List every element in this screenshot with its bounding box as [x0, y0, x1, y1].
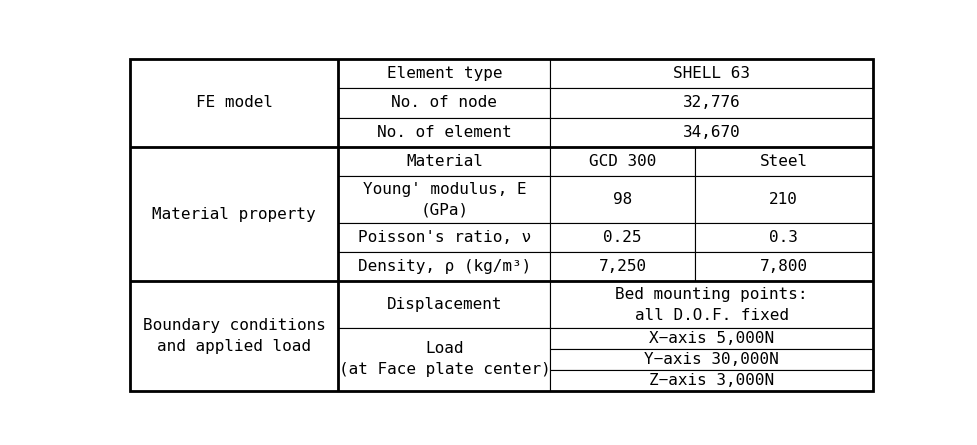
Bar: [338, 177, 550, 223]
Bar: [694, 252, 871, 282]
Bar: [338, 118, 550, 147]
Bar: [550, 252, 694, 282]
Text: Element type: Element type: [386, 66, 501, 81]
Bar: [550, 282, 871, 328]
Text: X−axis 5,000N: X−axis 5,000N: [649, 331, 774, 346]
Text: Material: Material: [405, 154, 483, 170]
Text: Displacement: Displacement: [386, 297, 501, 312]
Bar: [338, 88, 550, 118]
Text: Poisson's ratio, ν: Poisson's ratio, ν: [358, 230, 531, 245]
Bar: [550, 328, 871, 349]
Bar: [550, 349, 871, 370]
Bar: [338, 59, 550, 88]
Text: Material property: Material property: [152, 207, 316, 222]
Text: SHELL 63: SHELL 63: [672, 66, 749, 81]
Text: No. of node: No. of node: [391, 95, 497, 110]
Bar: [550, 88, 871, 118]
Text: Steel: Steel: [759, 154, 807, 170]
Bar: [338, 223, 550, 252]
Bar: [130, 147, 338, 282]
Text: Young' modulus, E
(GPa): Young' modulus, E (GPa): [362, 182, 526, 218]
Text: 32,776: 32,776: [682, 95, 740, 110]
Bar: [694, 147, 871, 177]
Bar: [338, 282, 550, 328]
Text: Density, ρ (kg/m³): Density, ρ (kg/m³): [358, 259, 531, 275]
Bar: [550, 118, 871, 147]
Text: 98: 98: [613, 192, 631, 207]
Text: 34,670: 34,670: [682, 125, 740, 140]
Bar: [338, 252, 550, 282]
Text: No. of element: No. of element: [376, 125, 511, 140]
Bar: [550, 223, 694, 252]
Text: GCD 300: GCD 300: [588, 154, 656, 170]
Text: FE model: FE model: [195, 95, 273, 110]
Text: Boundary conditions
and applied load: Boundary conditions and applied load: [143, 318, 325, 354]
Text: Bed mounting points:
all D.O.F. fixed: Bed mounting points: all D.O.F. fixed: [615, 287, 807, 323]
Bar: [550, 59, 871, 88]
Text: 7,250: 7,250: [598, 259, 646, 275]
Bar: [694, 223, 871, 252]
Text: 0.3: 0.3: [768, 230, 797, 245]
Bar: [694, 177, 871, 223]
Text: 210: 210: [768, 192, 797, 207]
Bar: [550, 177, 694, 223]
Text: Y−axis 30,000N: Y−axis 30,000N: [644, 352, 778, 367]
Text: 7,800: 7,800: [759, 259, 807, 275]
Bar: [130, 59, 338, 147]
Bar: [338, 147, 550, 177]
Text: Z−axis 3,000N: Z−axis 3,000N: [649, 373, 774, 388]
Text: Load
(at Face plate center): Load (at Face plate center): [338, 341, 550, 377]
Bar: [130, 282, 338, 391]
Bar: [338, 328, 550, 391]
Text: 0.25: 0.25: [603, 230, 641, 245]
Bar: [550, 147, 694, 177]
Bar: [550, 370, 871, 391]
